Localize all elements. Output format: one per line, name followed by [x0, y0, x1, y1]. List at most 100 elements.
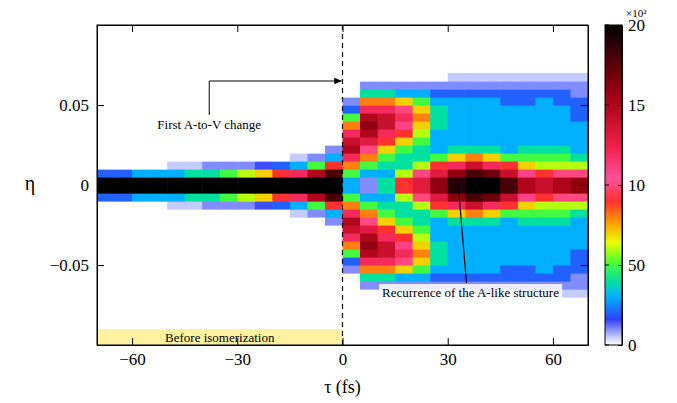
heat-cell [518, 209, 536, 218]
annotation-arrow [458, 185, 466, 283]
heat-cell [360, 169, 378, 178]
heat-cell [378, 257, 396, 266]
heat-cell [237, 145, 255, 154]
tick-label: 10 [628, 176, 645, 195]
heat-cell [272, 281, 290, 290]
heat-cell [290, 161, 308, 170]
heat-cell [97, 113, 115, 122]
heat-cell [115, 217, 133, 226]
heat-cell [518, 145, 536, 154]
heat-cell [325, 241, 343, 250]
tick [448, 25, 449, 32]
heat-cell [115, 97, 133, 106]
heat-cell [465, 225, 483, 234]
heat-cell [378, 225, 396, 234]
heat-cell [343, 201, 361, 210]
heat-cell [290, 89, 308, 98]
heat-cell [535, 129, 553, 138]
heat-cell [272, 201, 290, 210]
heat-cell [167, 233, 185, 242]
tick [553, 25, 554, 32]
heat-cell [535, 73, 553, 82]
heat-cell [535, 121, 553, 130]
heat-cell [202, 257, 220, 266]
heat-cell [483, 81, 501, 90]
colorbar-tick [605, 105, 609, 106]
heat-cell [115, 241, 133, 250]
heat-cell [553, 73, 571, 82]
heat-cell [343, 217, 361, 226]
heat-cell [553, 273, 571, 282]
heat-cell [343, 257, 361, 266]
heat-cell [220, 225, 238, 234]
heat-cell [360, 225, 378, 234]
heat-cell [167, 265, 185, 274]
heat-cell [325, 145, 343, 154]
heat-cell [220, 209, 238, 218]
heat-cell [500, 129, 518, 138]
heat-cell [465, 169, 483, 178]
heat-cell [255, 281, 273, 290]
heat-cell [570, 89, 588, 98]
heat-cell [167, 89, 185, 98]
tick-mark [581, 185, 588, 186]
heat-cell [430, 209, 448, 218]
heat-cell [290, 217, 308, 226]
heat-cell [360, 193, 378, 202]
tick-mark [448, 338, 449, 345]
heat-cell [360, 233, 378, 242]
heat-cell [535, 105, 553, 114]
heat-cell [430, 177, 448, 186]
heat-cell [430, 217, 448, 226]
heat-cell [535, 153, 553, 162]
heat-cell [553, 177, 571, 186]
tick: 15 [618, 96, 645, 115]
heat-cell [255, 89, 273, 98]
heat-cell [220, 193, 238, 202]
heat-cell [430, 249, 448, 258]
heat-cell [465, 201, 483, 210]
heat-cell [343, 249, 361, 258]
tick-mark [553, 338, 554, 345]
heat-cell [185, 193, 203, 202]
heat-cell [132, 161, 150, 170]
heat-cell [150, 137, 168, 146]
heat-cell [307, 121, 325, 130]
heat-cell [290, 185, 308, 194]
heat-cell [307, 281, 325, 290]
tick: −60 [119, 338, 146, 369]
heat-cell [307, 113, 325, 122]
tick-label: 15 [628, 96, 645, 115]
heat-cell [202, 217, 220, 226]
heat-cell [132, 129, 150, 138]
heat-cell [378, 193, 396, 202]
heat-cell [237, 193, 255, 202]
colorbar-tick [605, 185, 609, 186]
heat-cell [115, 105, 133, 114]
heat-cell [307, 73, 325, 82]
heat-cell [167, 217, 185, 226]
heat-cell [413, 105, 431, 114]
heat-cell [132, 105, 150, 114]
heat-cell [343, 73, 361, 82]
heat-cell [220, 233, 238, 242]
heat-cell [325, 185, 343, 194]
heat-cell [553, 217, 571, 226]
heat-cell [255, 185, 273, 194]
heat-cell [272, 257, 290, 266]
heat-cell [132, 273, 150, 282]
heat-cell [535, 145, 553, 154]
heat-cell [97, 145, 115, 154]
heat-cell [500, 257, 518, 266]
heat-cell [115, 281, 133, 290]
heat-cell [290, 201, 308, 210]
heat-cell [150, 105, 168, 114]
heat-cell [150, 161, 168, 170]
heat-cell [255, 217, 273, 226]
heat-cell [518, 193, 536, 202]
heat-cell [395, 73, 413, 82]
heat-cell [185, 185, 203, 194]
heat-cell [185, 233, 203, 242]
tick-mark [132, 338, 133, 345]
heat-cell [395, 257, 413, 266]
